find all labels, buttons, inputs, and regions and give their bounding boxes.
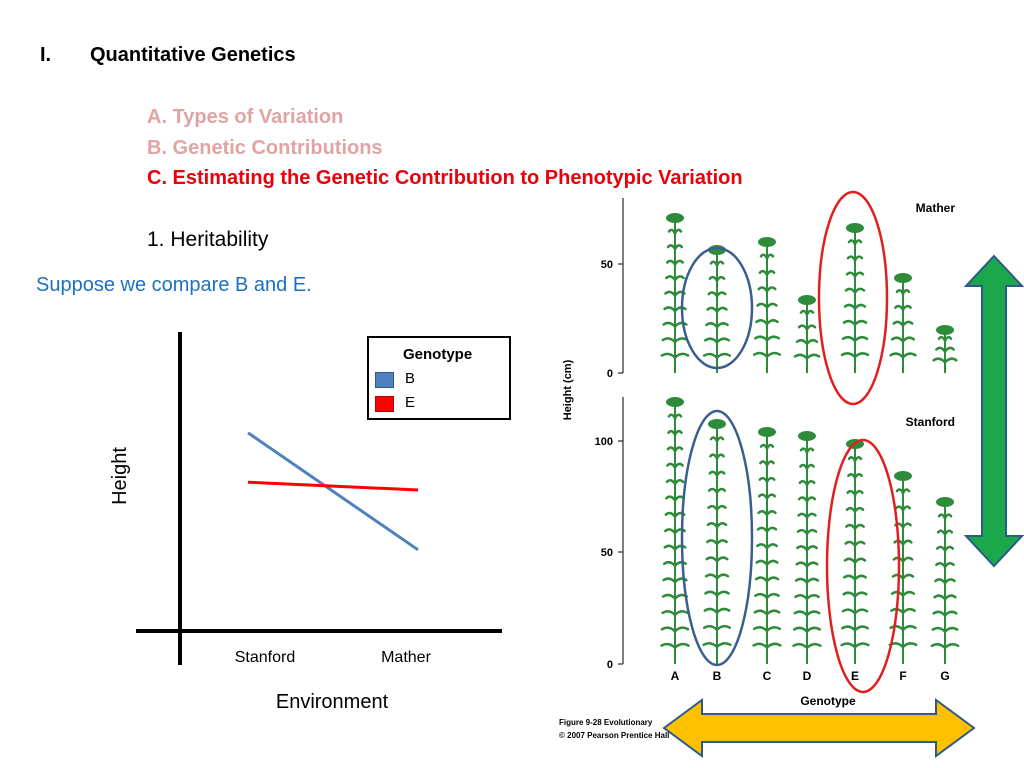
series-line-b bbox=[247, 431, 419, 552]
subheading-c: C. Estimating the Genetic Contribution t… bbox=[147, 167, 743, 189]
plant-mather-f bbox=[889, 273, 917, 373]
genotype-label-d: D bbox=[803, 669, 812, 683]
highlight-e-mather bbox=[817, 190, 889, 406]
figure-y-axis-label: Height (cm) bbox=[562, 359, 574, 420]
plant-mather-b bbox=[702, 245, 732, 373]
plant-mather-c bbox=[752, 237, 782, 373]
highlight-b-stanford bbox=[680, 409, 754, 667]
stanford-tick-label-0: 0 bbox=[607, 659, 613, 671]
genotype-label-e: E bbox=[851, 669, 859, 683]
chart-legend: Genotype B E bbox=[367, 336, 511, 420]
highlight-e-stanford bbox=[825, 438, 901, 694]
legend-item-b: B bbox=[375, 370, 495, 390]
plant-stanford-e bbox=[840, 439, 870, 664]
mather-tick-label-50: 50 bbox=[601, 259, 613, 271]
plant-illustrations bbox=[660, 213, 960, 664]
page-title: Quantitative Genetics bbox=[90, 44, 296, 66]
legend-item-e: E bbox=[375, 394, 495, 414]
legend-label-e: E bbox=[405, 394, 416, 411]
stanford-panel-label: Stanford bbox=[906, 415, 955, 429]
legend-title: Genotype bbox=[403, 346, 473, 363]
mather-tick-label-0: 0 bbox=[607, 368, 613, 380]
x-tick-label-stanford: Stanford bbox=[235, 649, 295, 666]
prompt-text: Suppose we compare B and E. bbox=[36, 274, 312, 296]
genotype-label-f: F bbox=[899, 669, 906, 683]
legend-swatch-e bbox=[375, 396, 394, 412]
stanford-tick-label-100: 100 bbox=[595, 436, 613, 448]
reaction-norm-chart: Stanford Mather Environment Height bbox=[109, 332, 502, 713]
legend-label-b: B bbox=[405, 370, 416, 387]
highlight-b-mather bbox=[680, 246, 754, 370]
stanford-tick-label-50: 50 bbox=[601, 547, 613, 559]
mather-panel-label: Mather bbox=[916, 201, 956, 215]
plant-mather-d bbox=[793, 295, 821, 373]
genotype-label-b: B bbox=[713, 669, 722, 683]
x-axis-label: Environment bbox=[276, 691, 389, 713]
plant-stanford-c bbox=[752, 427, 782, 664]
genotype-label-c: C bbox=[763, 669, 772, 683]
figure-caption-title: Figure 9-28 Evolutionary bbox=[559, 718, 653, 727]
figure-caption-copyright: © 2007 Pearson Prentice Hall bbox=[559, 731, 669, 740]
x-tick-label-mather: Mather bbox=[381, 649, 431, 666]
point-heritability: 1. Heritability bbox=[147, 228, 269, 251]
subheading-b: B. Genetic Contributions bbox=[147, 137, 383, 159]
subheading-a: A. Types of Variation bbox=[147, 106, 344, 128]
genotype-labels: A B C D E F G bbox=[671, 669, 950, 683]
plant-stanford-b bbox=[702, 419, 732, 664]
plant-stanford-d bbox=[792, 431, 822, 664]
genotype-label-g: G bbox=[940, 669, 949, 683]
plant-stanford-a bbox=[660, 397, 690, 664]
plant-mather-e bbox=[840, 223, 870, 373]
plant-mather-a bbox=[660, 213, 690, 373]
chart-series-group bbox=[247, 431, 419, 552]
legend-swatch-b bbox=[375, 372, 394, 388]
genotype-label-a: A bbox=[671, 669, 680, 683]
plant-stanford-g bbox=[930, 497, 960, 664]
plant-mather-g bbox=[932, 325, 958, 373]
heading-number: I. bbox=[40, 44, 52, 66]
figure-x-axis-label: Genotype bbox=[800, 694, 856, 708]
plant-height-figure: Height (cm) 50 0 Mather 100 50 0 Stanfor… bbox=[559, 190, 960, 740]
y-axis-label: Height bbox=[109, 447, 131, 505]
series-line-e bbox=[247, 480, 419, 492]
